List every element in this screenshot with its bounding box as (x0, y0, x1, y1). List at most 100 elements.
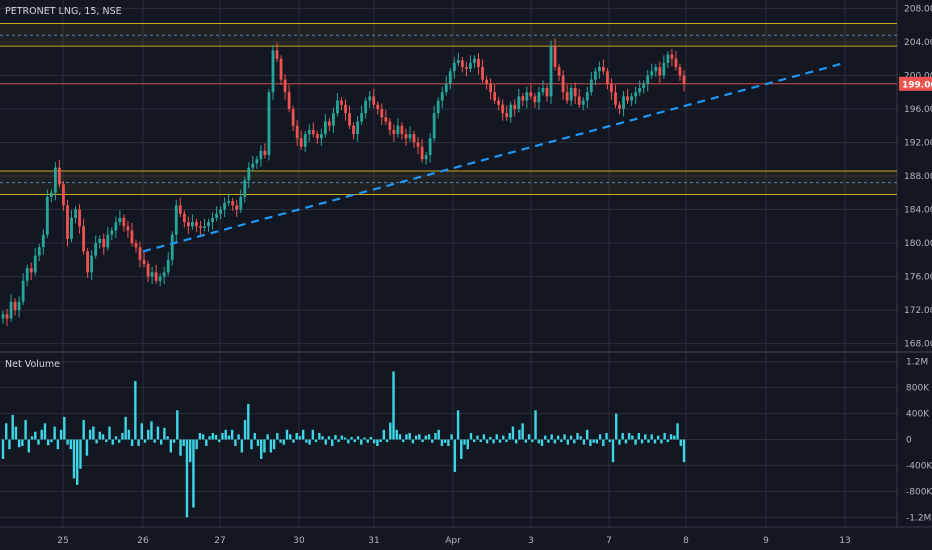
volume-bar (192, 439, 195, 508)
volume-tick-label: -800K (906, 487, 932, 497)
volume-bar (473, 439, 476, 443)
candle-body (505, 113, 509, 118)
candle-body (388, 121, 392, 130)
volume-bar (243, 420, 247, 440)
candle-body (597, 67, 601, 72)
volume-bar (156, 426, 160, 440)
volume-bar (608, 439, 611, 443)
volume-bar (598, 434, 602, 440)
volume-bar (553, 439, 557, 444)
volume-bar (314, 439, 318, 443)
candle-body (86, 251, 90, 273)
candle-body (134, 243, 138, 248)
candle-body (62, 184, 65, 206)
candle-body (336, 100, 339, 114)
candle-body (654, 67, 658, 72)
candle-body (25, 268, 29, 281)
volume-bar (366, 439, 369, 443)
volume-bar (114, 436, 118, 440)
candle-body (585, 92, 589, 101)
candle-body (315, 134, 319, 139)
volume-bar (134, 381, 137, 440)
volume-bar (221, 433, 224, 440)
candle-body (666, 54, 670, 63)
candle-body (283, 79, 287, 93)
candle-body (251, 163, 255, 168)
candle-body (37, 247, 41, 256)
volume-bar (8, 439, 11, 450)
volume-tick-label: 800K (906, 384, 930, 394)
volume-bar (340, 435, 344, 440)
volume-bar (437, 429, 440, 440)
volume-bar (534, 410, 537, 440)
volume-bar (69, 439, 72, 450)
volume-bar (589, 439, 592, 446)
volume-bar (127, 429, 131, 440)
volume-bar (85, 439, 89, 456)
volume-bar (505, 439, 508, 443)
candle-body (154, 272, 158, 281)
volume-bar (398, 434, 402, 440)
volume-bar (50, 439, 53, 443)
volume-bar (259, 439, 263, 459)
candle-body (440, 92, 444, 101)
volume-bar (640, 439, 644, 444)
candle-body (545, 88, 549, 97)
candle-body (497, 100, 501, 105)
volume-bar (140, 423, 143, 440)
volume-bar (279, 439, 282, 443)
price-tick-label: 200.00 (904, 71, 932, 81)
candle-body (166, 259, 170, 273)
candle-body (537, 92, 541, 103)
volume-bar (582, 439, 586, 445)
volume-bar (676, 423, 679, 440)
volume-bar (456, 410, 460, 440)
volume-bar (637, 433, 641, 440)
volume-bar (379, 439, 382, 443)
volume-bar (372, 439, 376, 444)
candle-body (444, 83, 448, 93)
volume-bar (492, 439, 495, 444)
candle-body (291, 108, 295, 126)
candle-body (138, 247, 142, 260)
candle-body (118, 217, 122, 223)
volume-bar (98, 431, 102, 440)
volume-bar (389, 422, 392, 440)
candle-body (267, 92, 271, 156)
volume-bar (682, 439, 686, 463)
volume-bar (76, 439, 79, 485)
volume-bar (179, 439, 182, 456)
candle-body (473, 58, 476, 63)
volume-bar (11, 414, 14, 440)
support-resistance-zone (0, 170, 897, 195)
candle-body (5, 314, 9, 319)
volume-bar (602, 439, 605, 446)
candle-body (271, 50, 275, 93)
volume-bar (150, 421, 153, 440)
volume-bar (524, 439, 528, 443)
candle-body (630, 96, 634, 101)
candle-body (577, 96, 581, 105)
time-tick-label: 27 (214, 536, 225, 546)
volume-bar (382, 429, 386, 440)
volume-bar (402, 439, 405, 443)
volume-bar (72, 439, 76, 479)
volume-bar (301, 429, 305, 440)
volume-bar (327, 436, 331, 440)
volume-bar (363, 437, 366, 440)
candle-body (247, 167, 251, 181)
volume-bar (5, 423, 8, 440)
volume-bar (324, 439, 327, 445)
candle-body (602, 67, 605, 72)
volume-bar (360, 439, 363, 445)
candle-body (396, 125, 400, 135)
volume-bar (63, 416, 66, 440)
volume-bar (53, 426, 56, 440)
candle-body (622, 96, 625, 109)
candle-body (525, 92, 529, 101)
time-tick-label: 30 (293, 536, 305, 546)
candle-body (517, 96, 521, 109)
candle-body (29, 268, 33, 273)
volume-bar (211, 433, 214, 440)
